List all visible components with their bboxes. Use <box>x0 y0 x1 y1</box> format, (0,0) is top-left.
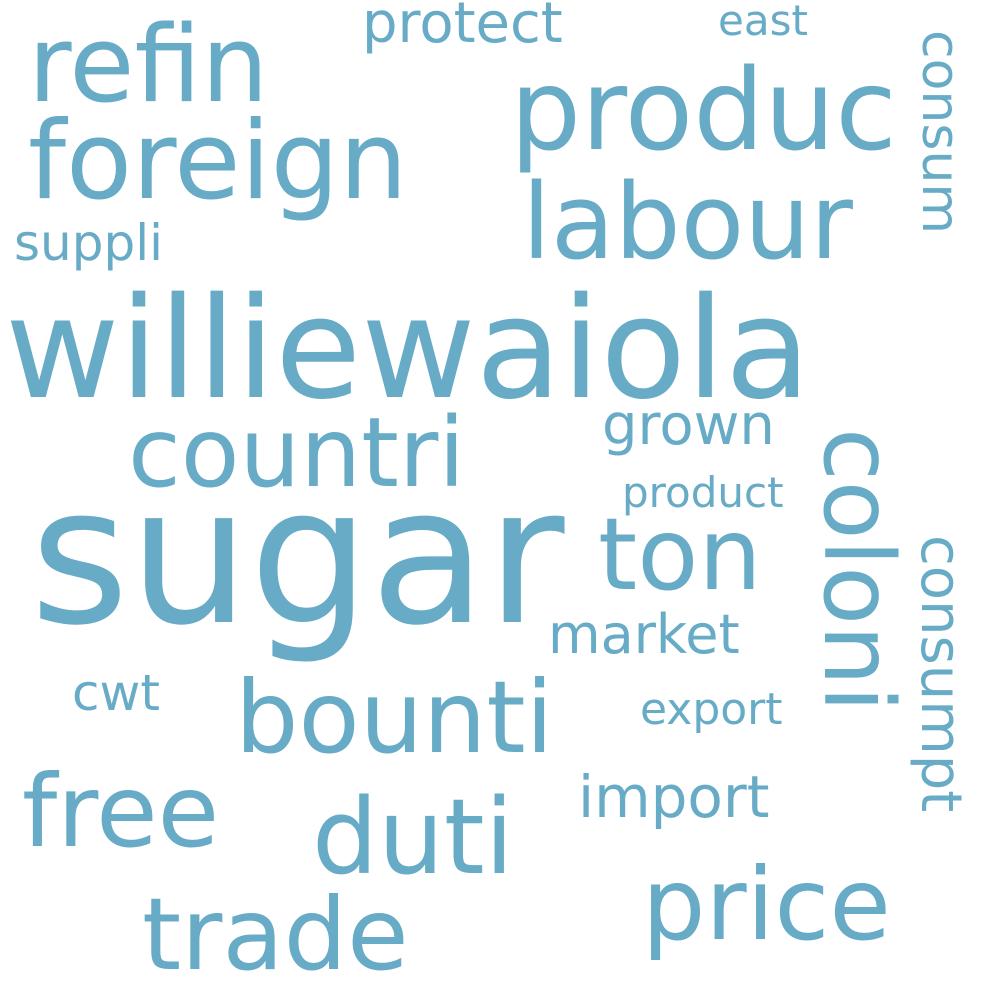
word-bounti: bounti <box>235 659 554 776</box>
word-labour: labour <box>522 161 853 283</box>
word-cwt: cwt <box>72 664 160 722</box>
word-foreign: foreign <box>28 99 408 224</box>
word-protect: protect <box>362 0 563 56</box>
word-east: east <box>718 0 808 45</box>
word-consum: consum <box>910 30 970 235</box>
word-import: import <box>578 763 770 831</box>
word-produc: produc <box>510 46 897 176</box>
word-coloni: coloni <box>802 428 914 713</box>
word-refin: refin <box>28 3 269 126</box>
word-free: free <box>22 753 220 870</box>
word-consumpt: consumpt <box>908 535 973 813</box>
word-countri: countri <box>128 397 465 509</box>
word-product: product <box>622 468 784 517</box>
word-export: export <box>640 684 783 735</box>
word-suppli: suppli <box>14 214 163 272</box>
word-price: price <box>642 846 891 963</box>
word-ton: ton <box>598 496 762 613</box>
word-sugar: sugar <box>30 446 565 667</box>
word-duti: duti <box>312 776 514 898</box>
word-trade: trade <box>142 876 409 993</box>
word-grown: grown <box>602 393 775 458</box>
word-market: market <box>548 603 740 666</box>
word-williewaiola: williewaiola <box>5 268 811 431</box>
